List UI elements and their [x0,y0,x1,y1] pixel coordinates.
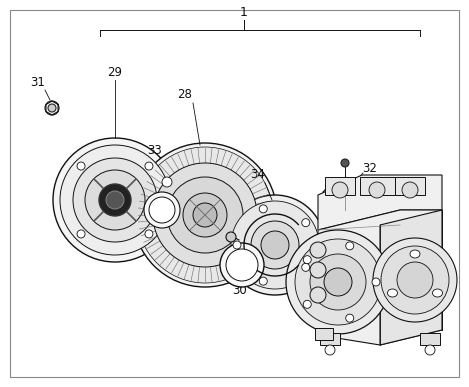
Text: 28: 28 [178,89,192,101]
Circle shape [397,262,433,298]
Text: 29: 29 [107,65,122,79]
Circle shape [231,201,319,289]
Circle shape [381,246,449,314]
Circle shape [183,193,227,237]
Circle shape [402,182,418,198]
Bar [420,333,440,345]
Circle shape [162,177,172,187]
Circle shape [425,345,435,355]
Circle shape [332,182,348,198]
Circle shape [145,230,153,238]
Circle shape [302,219,310,227]
Circle shape [303,256,311,264]
Bar [325,177,355,195]
Circle shape [251,221,299,269]
Text: 1: 1 [240,5,248,19]
Circle shape [259,277,267,285]
Circle shape [60,145,170,255]
Polygon shape [380,210,442,345]
Circle shape [53,138,177,262]
Circle shape [225,195,325,295]
Circle shape [145,162,153,170]
Circle shape [310,287,326,303]
Circle shape [346,242,354,250]
Circle shape [85,170,145,230]
Circle shape [310,254,366,310]
Circle shape [226,249,258,281]
Circle shape [77,230,85,238]
Circle shape [233,241,241,249]
Circle shape [310,262,326,278]
Circle shape [153,163,257,267]
Polygon shape [318,210,442,345]
Circle shape [193,203,217,227]
Circle shape [73,158,157,242]
Text: 34: 34 [250,168,265,182]
Circle shape [259,205,267,213]
Circle shape [48,104,56,112]
Bar [315,328,333,340]
Circle shape [324,268,352,296]
Circle shape [346,314,354,322]
Circle shape [167,177,243,253]
Circle shape [373,238,457,322]
Circle shape [325,345,335,355]
Circle shape [99,184,131,216]
Circle shape [310,242,326,258]
Text: 30: 30 [233,284,247,296]
Text: 33: 33 [148,144,162,156]
Circle shape [77,162,85,170]
Circle shape [45,101,59,115]
Text: 31: 31 [30,75,45,89]
Circle shape [303,300,311,308]
Circle shape [220,243,264,287]
Circle shape [137,147,273,283]
Circle shape [372,278,380,286]
Circle shape [261,231,289,259]
Circle shape [286,230,390,334]
Circle shape [149,197,175,223]
Circle shape [302,263,310,271]
Circle shape [106,191,124,209]
Circle shape [341,159,349,167]
Ellipse shape [387,289,398,297]
Circle shape [226,232,236,242]
Text: 32: 32 [363,161,378,175]
Bar [360,177,395,195]
Polygon shape [318,175,442,230]
Circle shape [369,182,385,198]
Circle shape [295,239,381,325]
Bar [395,177,425,195]
Circle shape [144,192,180,228]
Circle shape [133,143,277,287]
Ellipse shape [410,250,420,258]
Ellipse shape [432,289,443,297]
Bar [320,333,340,345]
